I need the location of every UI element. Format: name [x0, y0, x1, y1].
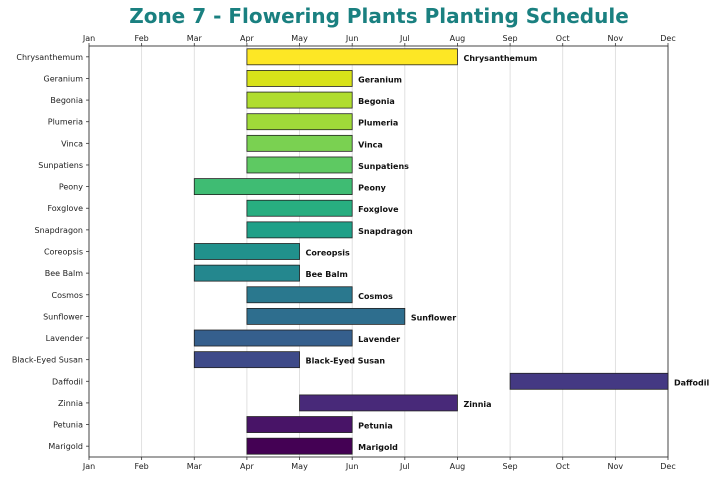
x-tick-label-top: Dec	[660, 34, 675, 43]
x-tick-label-bottom: Feb	[135, 462, 149, 471]
y-tick-label: Cosmos	[51, 291, 83, 300]
bar-label: Snapdragon	[358, 227, 413, 236]
bar-begonia	[246, 91, 353, 109]
y-tick-label: Bee Balm	[45, 269, 83, 278]
bar-lavender	[193, 329, 353, 347]
x-tick-label-bottom: Sep	[503, 462, 518, 471]
x-tick-label-top: Jul	[399, 34, 410, 43]
y-tick-label: Snapdragon	[35, 226, 83, 235]
bar-label: Begonia	[358, 97, 395, 106]
y-tick-label: Vinca	[61, 139, 83, 148]
x-tick-label-top: Aug	[450, 34, 466, 43]
x-tick-label-bottom: Jun	[345, 462, 359, 471]
bar-vinca	[246, 134, 353, 152]
bar-label: Chrysanthemum	[463, 54, 537, 63]
bar-label: Sunflower	[411, 313, 456, 322]
x-tick-label-bottom: Mar	[187, 462, 203, 471]
x-tick-label-bottom: Jul	[399, 462, 410, 471]
bar-label: Bee Balm	[306, 270, 348, 279]
bar-label: Coreopsis	[306, 249, 350, 258]
x-tick-label-top: Mar	[187, 34, 203, 43]
bar-foxglove	[246, 199, 353, 217]
bar-label: Petunia	[358, 422, 393, 431]
bar-label: Plumeria	[358, 119, 398, 128]
y-tick-label: Daffodil	[52, 377, 83, 386]
bar-black-eyed-susan	[193, 351, 300, 369]
bar-daffodil	[509, 372, 669, 390]
x-tick-label-top: May	[291, 34, 308, 43]
bar-sunpatiens	[246, 156, 353, 174]
y-tick-label: Black-Eyed Susan	[12, 356, 83, 365]
x-tick-label-top: Jan	[82, 34, 95, 43]
y-tick-label: Petunia	[53, 421, 83, 430]
bar-label: Vinca	[358, 140, 383, 149]
x-tick-label-top: Feb	[135, 34, 149, 43]
y-tick-label: Zinnia	[58, 399, 83, 408]
y-tick-label: Marigold	[48, 442, 83, 451]
bar-coreopsis	[193, 243, 300, 260]
x-tick-label-top: Apr	[240, 34, 255, 43]
bar-label: Peony	[358, 184, 386, 193]
bar-label: Sunpatiens	[358, 162, 409, 171]
y-tick-label: Coreopsis	[44, 248, 83, 257]
x-tick-label-top: Oct	[556, 34, 570, 43]
bar-label: Daffodil	[674, 378, 709, 387]
x-tick-label-bottom: Oct	[556, 462, 570, 471]
bar-label: Geranium	[358, 75, 402, 84]
bar-bee-balm	[193, 264, 300, 282]
bar-marigold	[246, 437, 353, 455]
x-tick-label-bottom: May	[291, 462, 308, 471]
bar-peony	[193, 178, 353, 196]
x-tick-label-bottom: Dec	[660, 462, 675, 471]
x-tick-label-bottom: Jan	[82, 462, 95, 471]
x-tick-label-bottom: Apr	[240, 462, 255, 471]
bar-chrysanthemum	[246, 48, 458, 66]
bar-petunia	[246, 416, 353, 433]
x-tick-label-bottom: Aug	[450, 462, 466, 471]
bar-cosmos	[246, 286, 353, 304]
x-tick-label-top: Nov	[608, 34, 624, 43]
bar-label: Marigold	[358, 443, 398, 452]
y-tick-label: Chrysanthemum	[16, 53, 83, 62]
bar-sunflower	[246, 307, 406, 325]
y-tick-label: Peony	[59, 183, 83, 192]
bar-plumeria	[246, 113, 353, 131]
x-tick-label-top: Sep	[503, 34, 518, 43]
y-tick-label: Foxglove	[47, 204, 83, 213]
chart-title: Zone 7 - Flowering Plants Planting Sched…	[129, 4, 629, 28]
y-tick-label: Geranium	[44, 74, 84, 83]
x-tick-label-bottom: Nov	[608, 462, 624, 471]
bar-zinnia	[299, 394, 458, 412]
bar-geranium	[246, 70, 353, 87]
bar-label: Zinnia	[463, 400, 491, 409]
y-tick-label: Lavender	[46, 334, 84, 343]
y-tick-label: Plumeria	[48, 118, 83, 127]
x-tick-label-top: Jun	[345, 34, 359, 43]
y-tick-label: Sunflower	[43, 312, 84, 321]
bar-label: Black-Eyed Susan	[306, 357, 386, 366]
bar-label: Cosmos	[358, 292, 393, 301]
bar-label: Lavender	[358, 335, 400, 344]
y-tick-label: Begonia	[50, 96, 83, 105]
bar-label: Foxglove	[358, 205, 399, 214]
bar-snapdragon	[246, 221, 353, 239]
y-tick-label: Sunpatiens	[38, 161, 83, 170]
